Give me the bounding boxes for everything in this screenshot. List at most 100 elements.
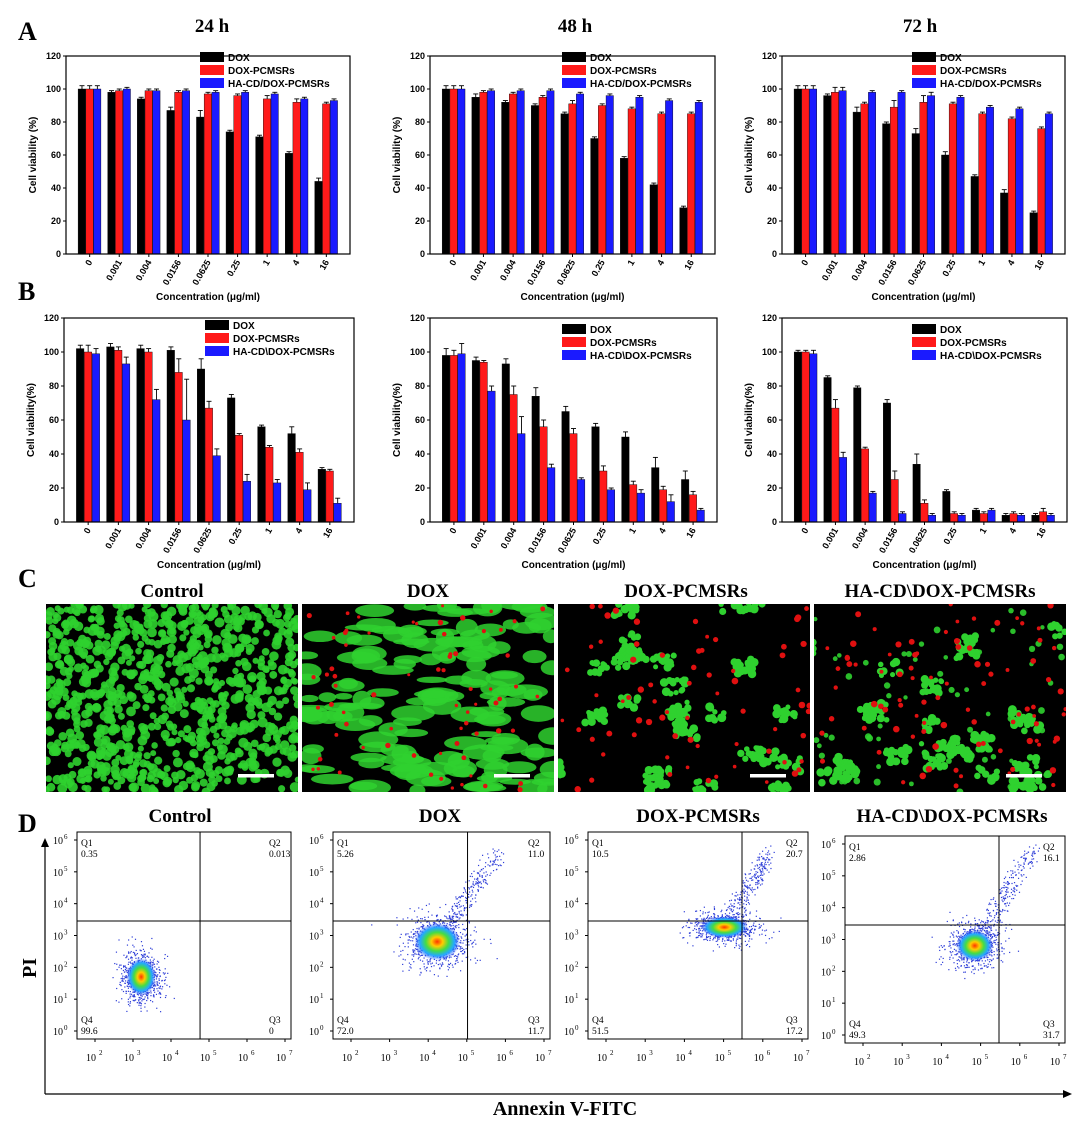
cell-green [1019,765,1025,772]
cell-green [287,752,297,762]
event-dot [451,964,454,966]
cell-green [84,775,91,783]
event-dot [492,864,494,866]
event-dot [482,881,485,883]
event-dot [460,946,462,948]
cell-green [208,775,216,784]
cell-green [1023,776,1032,786]
cell-green [145,649,155,658]
cell-green [160,604,168,609]
bar [568,103,577,255]
cell-green [272,604,279,611]
event-dot [412,928,414,931]
cell-red [766,748,772,754]
bar [227,397,236,523]
event-dot [732,938,734,940]
cell-green [117,604,128,612]
x-axis-label: Concentration (μg/ml) [521,292,625,303]
bar [948,103,957,255]
cell-red [465,710,470,714]
bar [122,88,131,255]
x-tick-label: 0.0156 [877,526,899,555]
cell-green [269,745,278,754]
event-dot [134,938,137,940]
bar [838,90,847,255]
event-dot [492,852,495,854]
cell-green [234,747,242,755]
y-tick-exponent: 1 [64,992,68,1000]
event-dot [447,963,450,965]
cell-red [648,682,654,688]
event-dot [159,991,161,994]
cell-green [614,664,622,671]
event-dot [140,941,143,943]
cell-red [706,672,712,678]
event-dot [127,990,130,992]
event-dot [687,926,689,929]
event-dot [721,909,723,911]
cell-green [1008,607,1014,614]
cell-green [416,676,448,684]
cell-green [60,779,67,786]
cell-red [898,702,904,708]
x-tick-label: 0.001 [820,258,840,283]
quadrant-value: 99.6 [81,1027,98,1037]
legend-swatch [912,52,936,62]
cell-green [137,623,144,630]
cell-red [997,748,1003,754]
event-dot [130,950,132,953]
event-dot [426,966,428,969]
cell-green [46,756,51,766]
cell-red [819,758,826,764]
event-dot [742,916,744,918]
cell-green [269,670,278,679]
cell-red [988,671,994,677]
event-dot [446,917,448,919]
cell-red [955,644,962,650]
cell-red [1026,737,1033,745]
cell-red [1032,714,1037,718]
cell-green [499,778,531,785]
event-dot [450,921,452,923]
cell-red [782,760,787,765]
event-dot [416,927,418,930]
event-dot [412,955,415,957]
event-dot [124,982,126,984]
event-dot [152,964,154,966]
event-dot [740,937,742,940]
cell-green [96,617,105,626]
cell-red [731,677,739,685]
event-dot [426,921,428,923]
event-dot [112,977,114,979]
y-tick-label: 100 [762,84,777,94]
cell-green [105,678,115,688]
cell-green [889,672,896,678]
event-dot [424,916,426,919]
event-dot [410,940,412,942]
event-dot [449,962,452,964]
cell-green [199,778,208,787]
event-dot [478,881,481,884]
event-dot [456,955,458,957]
event-dot [469,904,471,906]
event-dot [160,993,162,995]
event-dot [152,960,154,962]
event-dot [472,886,475,889]
cell-green [198,658,208,669]
event-dot [758,923,760,926]
event-dot [426,959,428,961]
cell-green [667,690,674,697]
legend-swatch [912,65,936,75]
cell-green [993,768,1001,775]
cell-green [814,737,820,744]
cell-green [1021,727,1028,735]
event-dot [411,954,413,956]
cell-red [664,710,669,715]
cell-green [877,723,883,729]
event-dot [155,972,157,974]
cell-green [160,704,168,712]
cell-green [195,677,203,685]
cell-red [1010,766,1016,772]
